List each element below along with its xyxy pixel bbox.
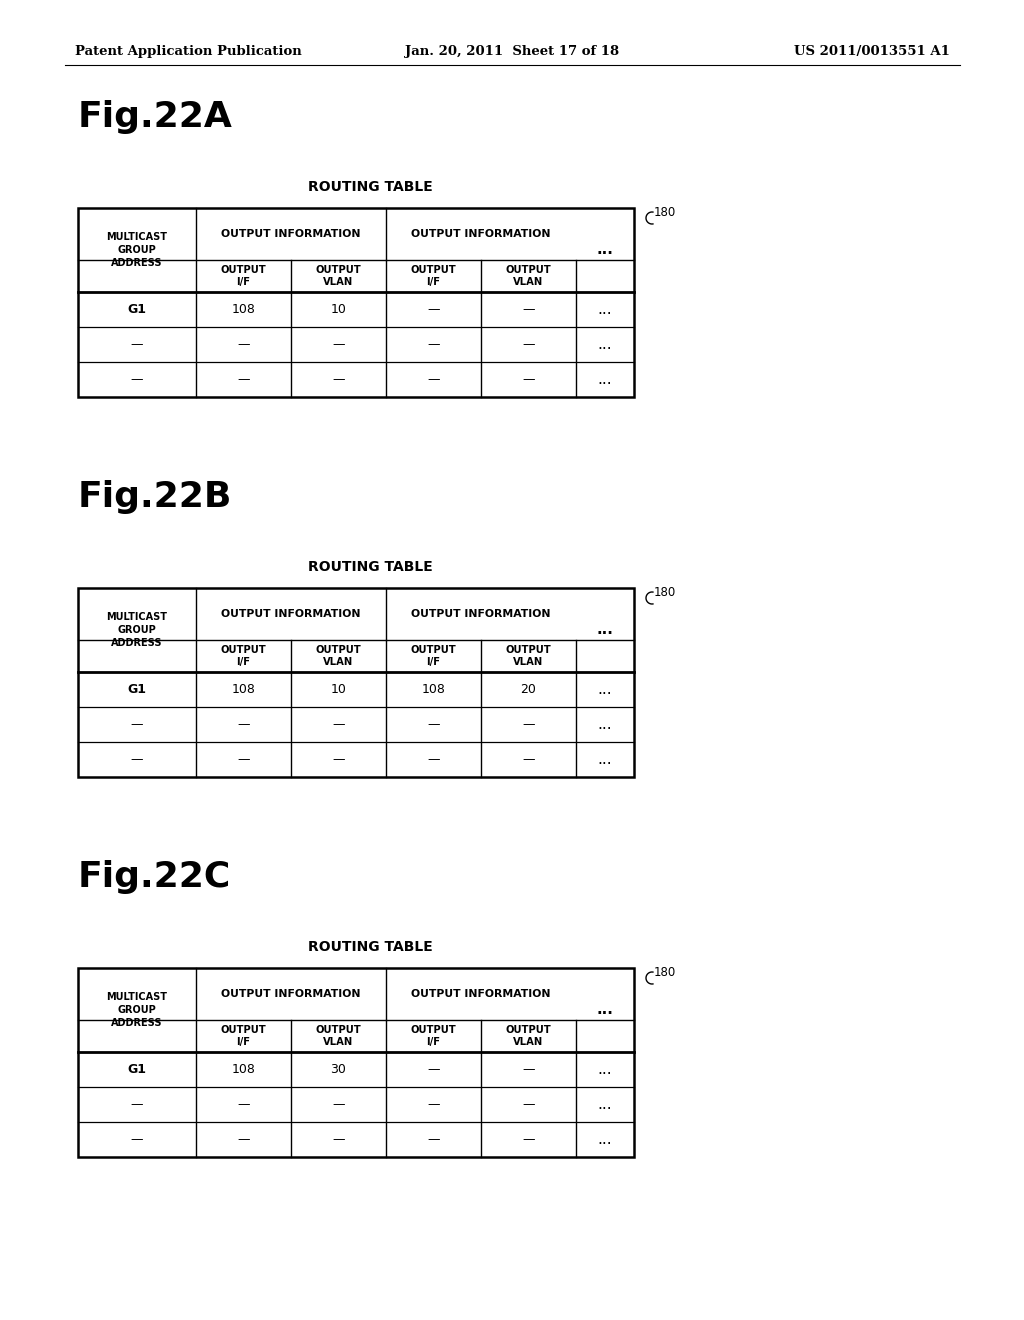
Text: —: — — [427, 1063, 439, 1076]
Text: OUTPUT INFORMATION: OUTPUT INFORMATION — [412, 989, 551, 999]
Text: ROUTING TABLE: ROUTING TABLE — [307, 940, 432, 954]
Text: OUTPUT
I/F: OUTPUT I/F — [411, 1026, 457, 1047]
Text: ROUTING TABLE: ROUTING TABLE — [307, 180, 432, 194]
Text: ...: ... — [598, 337, 612, 352]
Text: Patent Application Publication: Patent Application Publication — [75, 45, 302, 58]
Text: —: — — [522, 374, 535, 385]
Text: —: — — [522, 1063, 535, 1076]
Bar — [78, 968, 634, 1158]
Text: —: — — [332, 1133, 345, 1146]
Text: —: — — [332, 338, 345, 351]
Text: MULTICAST
GROUP
ADDRESS: MULTICAST GROUP ADDRESS — [106, 612, 168, 648]
Text: —: — — [522, 718, 535, 731]
Text: ...: ... — [597, 243, 613, 257]
Text: 180: 180 — [654, 586, 676, 599]
Text: OUTPUT
I/F: OUTPUT I/F — [220, 1026, 266, 1047]
Text: —: — — [131, 718, 143, 731]
Text: OUTPUT
VLAN: OUTPUT VLAN — [506, 265, 551, 286]
Text: ...: ... — [598, 717, 612, 733]
Text: MULTICAST
GROUP
ADDRESS: MULTICAST GROUP ADDRESS — [106, 993, 168, 1028]
Text: ...: ... — [597, 623, 613, 638]
Text: G1: G1 — [128, 1063, 146, 1076]
Text: —: — — [131, 338, 143, 351]
Text: —: — — [522, 338, 535, 351]
Text: OUTPUT
VLAN: OUTPUT VLAN — [315, 645, 361, 667]
Text: OUTPUT INFORMATION: OUTPUT INFORMATION — [221, 989, 360, 999]
Text: ...: ... — [597, 1002, 613, 1018]
Text: 20: 20 — [520, 682, 537, 696]
Text: US 2011/0013551 A1: US 2011/0013551 A1 — [795, 45, 950, 58]
Bar — [78, 209, 634, 397]
Text: OUTPUT
I/F: OUTPUT I/F — [411, 645, 457, 667]
Text: Jan. 20, 2011  Sheet 17 of 18: Jan. 20, 2011 Sheet 17 of 18 — [404, 45, 620, 58]
Text: ...: ... — [598, 1133, 612, 1147]
Text: —: — — [131, 752, 143, 766]
Text: 108: 108 — [231, 682, 255, 696]
Text: —: — — [238, 718, 250, 731]
Text: ...: ... — [598, 302, 612, 317]
Text: OUTPUT
VLAN: OUTPUT VLAN — [506, 645, 551, 667]
Text: 10: 10 — [331, 682, 346, 696]
Text: —: — — [238, 752, 250, 766]
Text: OUTPUT INFORMATION: OUTPUT INFORMATION — [221, 609, 360, 619]
Text: Fig.22A: Fig.22A — [78, 100, 232, 135]
Text: 180: 180 — [654, 966, 676, 979]
Text: OUTPUT INFORMATION: OUTPUT INFORMATION — [221, 228, 360, 239]
Text: OUTPUT
VLAN: OUTPUT VLAN — [315, 1026, 361, 1047]
Text: —: — — [427, 304, 439, 315]
Text: OUTPUT
VLAN: OUTPUT VLAN — [506, 1026, 551, 1047]
Bar — [78, 587, 634, 777]
Text: —: — — [522, 1133, 535, 1146]
Text: OUTPUT
I/F: OUTPUT I/F — [411, 265, 457, 286]
Text: OUTPUT
I/F: OUTPUT I/F — [220, 265, 266, 286]
Text: MULTICAST
GROUP
ADDRESS: MULTICAST GROUP ADDRESS — [106, 232, 168, 268]
Text: —: — — [238, 338, 250, 351]
Text: ...: ... — [598, 372, 612, 387]
Text: —: — — [332, 1098, 345, 1111]
Text: —: — — [332, 752, 345, 766]
Text: —: — — [427, 374, 439, 385]
Text: 108: 108 — [231, 1063, 255, 1076]
Text: OUTPUT INFORMATION: OUTPUT INFORMATION — [412, 228, 551, 239]
Text: —: — — [238, 1133, 250, 1146]
Text: —: — — [332, 374, 345, 385]
Text: OUTPUT
I/F: OUTPUT I/F — [220, 645, 266, 667]
Text: 30: 30 — [331, 1063, 346, 1076]
Text: —: — — [238, 374, 250, 385]
Text: ...: ... — [598, 1063, 612, 1077]
Text: G1: G1 — [128, 682, 146, 696]
Text: —: — — [427, 338, 439, 351]
Text: —: — — [131, 1133, 143, 1146]
Text: OUTPUT INFORMATION: OUTPUT INFORMATION — [412, 609, 551, 619]
Text: 108: 108 — [231, 304, 255, 315]
Text: —: — — [427, 1133, 439, 1146]
Text: ...: ... — [598, 752, 612, 767]
Text: —: — — [427, 1098, 439, 1111]
Text: —: — — [332, 718, 345, 731]
Text: —: — — [238, 1098, 250, 1111]
Text: G1: G1 — [128, 304, 146, 315]
Text: OUTPUT
VLAN: OUTPUT VLAN — [315, 265, 361, 286]
Text: —: — — [131, 1098, 143, 1111]
Text: 108: 108 — [422, 682, 445, 696]
Text: —: — — [522, 304, 535, 315]
Text: ...: ... — [598, 682, 612, 697]
Text: Fig.22B: Fig.22B — [78, 480, 232, 513]
Text: —: — — [522, 752, 535, 766]
Text: —: — — [522, 1098, 535, 1111]
Text: Fig.22C: Fig.22C — [78, 861, 231, 894]
Text: 180: 180 — [654, 206, 676, 219]
Text: —: — — [131, 374, 143, 385]
Text: 10: 10 — [331, 304, 346, 315]
Text: —: — — [427, 718, 439, 731]
Text: ...: ... — [598, 1097, 612, 1111]
Text: —: — — [427, 752, 439, 766]
Text: ROUTING TABLE: ROUTING TABLE — [307, 560, 432, 574]
